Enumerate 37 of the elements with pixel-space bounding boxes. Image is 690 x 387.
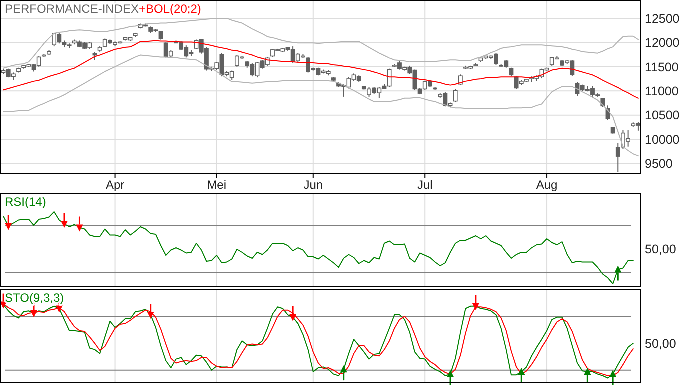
x-tick-label: Mei: [207, 178, 227, 192]
point: [340, 366, 348, 373]
point: [614, 266, 622, 273]
line-series: [3, 54, 639, 157]
x-tick-label: Jun: [304, 178, 324, 192]
series-label: RSI(14): [5, 195, 46, 209]
series-label: STO(9,3,3): [5, 291, 64, 305]
y-tick-label: 9500: [645, 157, 673, 172]
x-tick-label: Aug: [536, 178, 558, 192]
point: [76, 224, 84, 232]
candlestick: [616, 142, 620, 173]
point: [30, 310, 38, 318]
text: 50,00: [645, 242, 676, 256]
line-series: [3, 18, 639, 69]
candlestick: [453, 88, 458, 103]
y-tick-label: 10500: [645, 108, 680, 123]
point: [56, 306, 63, 313]
point: [60, 221, 68, 228]
text: 50,00: [645, 336, 676, 351]
line-series: [3, 40, 639, 99]
point: [584, 368, 592, 375]
point: [290, 314, 297, 322]
point: [5, 223, 12, 230]
chart-title: PERFORMANCE-INDEX: [5, 2, 140, 16]
point: [447, 370, 454, 378]
y-tick-label: 11500: [645, 60, 679, 74]
point: [147, 312, 154, 320]
y-tick-label: 12500: [645, 12, 680, 26]
x-tick-label: Jul: [417, 178, 433, 192]
point: [610, 370, 617, 378]
x-tick-label: Apr: [106, 178, 125, 192]
y-tick-label: 10000: [645, 132, 680, 147]
y-tick-label: 11000: [645, 84, 679, 99]
text: +BOL(20;2): [139, 2, 202, 16]
y-tick-label: 12000: [645, 36, 680, 50]
point: [472, 303, 480, 310]
point: [518, 368, 526, 375]
